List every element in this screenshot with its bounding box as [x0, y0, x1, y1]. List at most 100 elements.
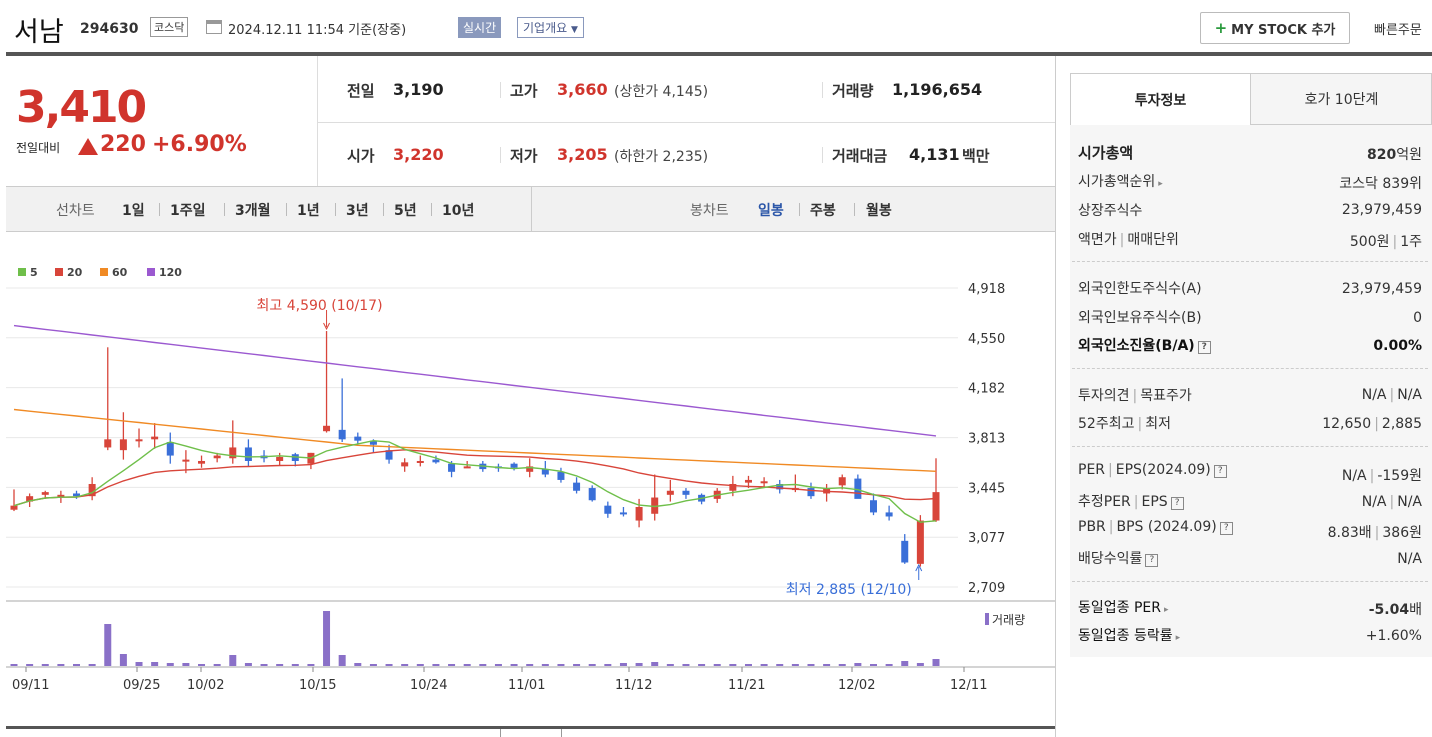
- help-icon[interactable]: ?: [1145, 554, 1158, 567]
- volume-bar: [745, 664, 752, 666]
- market-cap-rank-label[interactable]: 시가총액순위 ▸: [1078, 171, 1163, 191]
- stat-separator: [500, 147, 501, 163]
- y-tick-label: 4,550: [968, 332, 1005, 347]
- upper-limit: (상한가 4,145): [614, 81, 708, 101]
- volume-bar: [276, 664, 283, 666]
- est-per-value: N/A | N/A: [1362, 494, 1422, 510]
- target-price-label: 목표주가: [1140, 388, 1192, 404]
- candle-body: [604, 506, 611, 514]
- add-my-stock-button[interactable]: + MY STOCK 추가: [1200, 12, 1350, 44]
- calendar-icon: [206, 20, 222, 34]
- realtime-button[interactable]: 실시간: [458, 17, 501, 38]
- y-tick-label: 4,182: [968, 382, 1005, 397]
- stock-code: 294630: [80, 21, 138, 37]
- pbr-label: PBR | BPS (2024.09)?: [1078, 519, 1233, 535]
- week52-value: 12,650 | 2,885: [1322, 416, 1422, 432]
- x-tick-label: 12/02: [838, 678, 875, 693]
- high-value: 3,660: [557, 80, 608, 99]
- help-icon[interactable]: ?: [1220, 522, 1233, 535]
- help-icon[interactable]: ?: [1171, 497, 1184, 510]
- period-5y[interactable]: 5년: [394, 200, 417, 220]
- sector-per-label[interactable]: 동일업종 PER ▸: [1078, 597, 1169, 617]
- eps-val: -159원: [1377, 468, 1422, 484]
- open-label: 시가: [347, 145, 375, 166]
- legend-label: 120: [159, 266, 182, 279]
- legend-label: 60: [112, 266, 127, 279]
- period-separator: [854, 203, 855, 216]
- candle-body: [182, 460, 189, 462]
- candle-body: [745, 480, 752, 483]
- par-label: 액면가: [1078, 232, 1117, 248]
- period-1y[interactable]: 1년: [297, 200, 320, 220]
- period-1w[interactable]: 1주일: [170, 200, 206, 220]
- period-separator: [286, 203, 287, 216]
- foreign-limit-value: 23,979,459: [1342, 281, 1422, 297]
- candle-body: [42, 492, 49, 495]
- candlestick-chart[interactable]: 4,918 4,550 4,182 3,813 3,445 3,077 2,709 최고 4,…: [6, 282, 1055, 702]
- candle-body: [104, 439, 111, 447]
- tab-order-book[interactable]: 호가 10단계: [1251, 74, 1432, 124]
- week52-low: 2,885: [1382, 416, 1422, 432]
- period-10y[interactable]: 10년: [442, 200, 474, 220]
- section-divider: [1072, 581, 1428, 582]
- period-separator: [159, 203, 160, 216]
- volume-bar: [604, 664, 611, 666]
- low-label: 저가: [510, 145, 538, 166]
- candle-body: [214, 456, 221, 459]
- low-value: 3,205: [557, 145, 608, 164]
- y-tick-label: 2,709: [968, 581, 1005, 596]
- help-icon[interactable]: ?: [1198, 341, 1211, 354]
- tab-investment-info[interactable]: 투자정보: [1071, 74, 1251, 125]
- volume-bar: [917, 663, 924, 666]
- prev-close-label: 전일: [347, 80, 375, 101]
- volume-bar: [573, 664, 580, 666]
- per-value: N/A | -159원: [1342, 465, 1422, 485]
- low-annotation: 최저 2,885 (12/10): [786, 582, 912, 598]
- volume-bar: [448, 664, 455, 666]
- candle-chart-label: 봉차트: [690, 200, 729, 220]
- volume-bar: [261, 664, 268, 666]
- volume-bar: [214, 664, 221, 666]
- volume-bar: [807, 664, 814, 666]
- volume-bar: [120, 654, 127, 666]
- candle-daily[interactable]: 일봉: [758, 200, 784, 220]
- x-tick-label: 09/11: [12, 678, 49, 693]
- sector-per-value: -5.04배: [1369, 599, 1422, 619]
- period-3y[interactable]: 3년: [346, 200, 369, 220]
- period-1d[interactable]: 1일: [122, 200, 145, 220]
- period-separator: [383, 203, 384, 216]
- candle-weekly[interactable]: 주봉: [810, 200, 836, 220]
- candle-monthly[interactable]: 월봉: [866, 200, 892, 220]
- candle-body: [511, 464, 518, 468]
- candle-body: [167, 442, 174, 456]
- period-separator: [431, 203, 432, 216]
- dividend-value: N/A: [1397, 551, 1422, 567]
- quick-order-link[interactable]: 빠른주문: [1374, 19, 1422, 38]
- lower-limit: (하한가 2,235): [614, 146, 708, 166]
- volume-bar: [589, 664, 596, 666]
- listed-shares-label: 상장주식수: [1078, 200, 1142, 220]
- sector-change-label[interactable]: 동일업종 등락률 ▸: [1078, 625, 1180, 645]
- collapse-tab[interactable]: [500, 729, 562, 737]
- price-change: 220: [100, 132, 146, 157]
- ma120-line: [14, 326, 936, 436]
- volume-bar: [417, 664, 424, 666]
- opinion-text: 투자의견: [1078, 388, 1130, 404]
- stats-row-divider: [318, 122, 1055, 123]
- est-eps-text: EPS: [1142, 494, 1168, 510]
- market-cap-unit: 억원: [1396, 147, 1422, 163]
- volume-bar: [651, 662, 658, 666]
- y-tick-label: 4,918: [968, 282, 1005, 297]
- per-val: N/A: [1342, 468, 1367, 484]
- pbr-value: 8.83배 | 386원: [1328, 522, 1422, 542]
- help-icon[interactable]: ?: [1214, 465, 1227, 478]
- company-info-dropdown[interactable]: 기업개요 ▼: [517, 17, 584, 38]
- volume-bar: [933, 659, 940, 666]
- period-3m[interactable]: 3개월: [235, 200, 271, 220]
- market-cap-number: 820: [1367, 147, 1396, 163]
- bps-val: 386원: [1382, 525, 1422, 541]
- est-eps-val: N/A: [1397, 494, 1422, 510]
- volume-bar: [729, 664, 736, 666]
- volume-bar: [636, 663, 643, 666]
- volume-bar: [511, 664, 518, 666]
